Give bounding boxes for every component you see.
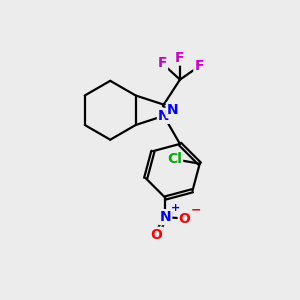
Text: N: N <box>160 210 171 224</box>
Text: −: − <box>191 203 202 216</box>
Text: +: + <box>171 202 181 213</box>
Text: F: F <box>194 59 204 73</box>
Text: Cl: Cl <box>167 152 182 166</box>
Text: O: O <box>151 228 163 242</box>
Text: N: N <box>167 103 178 117</box>
Text: F: F <box>158 56 167 70</box>
Text: N: N <box>158 109 170 123</box>
Text: F: F <box>175 50 185 64</box>
Text: O: O <box>179 212 190 226</box>
